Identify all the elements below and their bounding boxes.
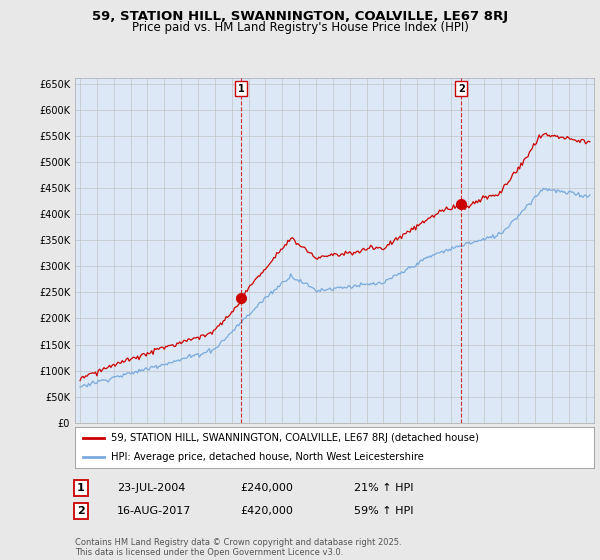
Text: 1: 1	[77, 483, 85, 493]
Text: £420,000: £420,000	[240, 506, 293, 516]
Text: £240,000: £240,000	[240, 483, 293, 493]
Text: 59, STATION HILL, SWANNINGTON, COALVILLE, LE67 8RJ: 59, STATION HILL, SWANNINGTON, COALVILLE…	[92, 10, 508, 23]
Text: 2: 2	[77, 506, 85, 516]
Text: 59% ↑ HPI: 59% ↑ HPI	[354, 506, 413, 516]
Text: 21% ↑ HPI: 21% ↑ HPI	[354, 483, 413, 493]
Text: 1: 1	[238, 83, 244, 94]
Text: HPI: Average price, detached house, North West Leicestershire: HPI: Average price, detached house, Nort…	[112, 451, 424, 461]
Text: Contains HM Land Registry data © Crown copyright and database right 2025.
This d: Contains HM Land Registry data © Crown c…	[75, 538, 401, 557]
Text: Price paid vs. HM Land Registry's House Price Index (HPI): Price paid vs. HM Land Registry's House …	[131, 21, 469, 34]
Text: 23-JUL-2004: 23-JUL-2004	[117, 483, 185, 493]
Text: 16-AUG-2017: 16-AUG-2017	[117, 506, 191, 516]
Text: 59, STATION HILL, SWANNINGTON, COALVILLE, LE67 8RJ (detached house): 59, STATION HILL, SWANNINGTON, COALVILLE…	[112, 433, 479, 443]
Text: 2: 2	[458, 83, 464, 94]
